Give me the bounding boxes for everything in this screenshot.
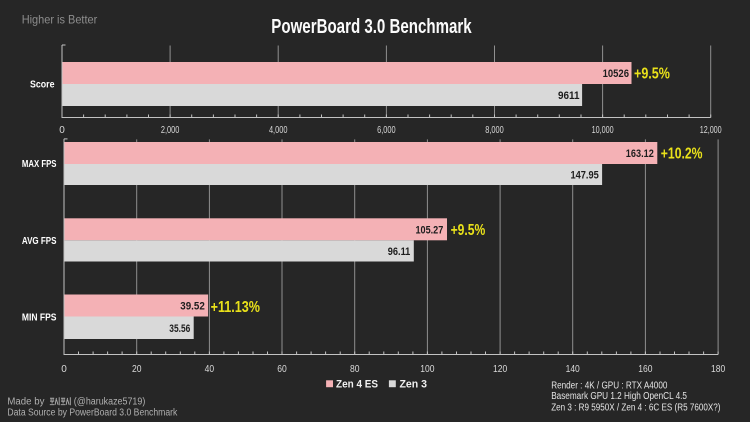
svg-text:140: 140	[566, 364, 581, 375]
svg-text:+9.5%: +9.5%	[634, 66, 670, 83]
svg-text:147.95: 147.95	[571, 170, 599, 182]
svg-text:40: 40	[205, 364, 215, 375]
svg-text:8,000: 8,000	[485, 125, 504, 136]
svg-text:+11.13%: +11.13%	[211, 299, 260, 316]
svg-text:(@harukaze5719): (@harukaze5719)	[74, 397, 146, 408]
svg-text:35.56: 35.56	[169, 323, 190, 335]
svg-text:+9.5%: +9.5%	[451, 222, 486, 239]
svg-text:2,000: 2,000	[161, 125, 180, 136]
svg-text:Higher is Better: Higher is Better	[22, 13, 98, 27]
svg-text:60: 60	[277, 364, 287, 375]
svg-text:MAX FPS: MAX FPS	[22, 158, 57, 170]
svg-text:96.11: 96.11	[388, 246, 411, 258]
svg-text:Data Source by PowerBoard 3.0: Data Source by PowerBoard 3.0 Benchmark	[7, 407, 178, 418]
svg-text:Render : 4K / GPU : RTX A4000: Render : 4K / GPU : RTX A4000	[551, 380, 668, 391]
svg-text:Zen 4 ES: Zen 4 ES	[336, 379, 378, 391]
svg-text:0: 0	[61, 364, 67, 375]
svg-text:6,000: 6,000	[377, 125, 396, 136]
svg-text:9611: 9611	[558, 90, 580, 102]
svg-text:20: 20	[132, 364, 142, 375]
svg-text:Basemark GPU 1.2 High OpenCL 4: Basemark GPU 1.2 High OpenCL 4.5	[551, 391, 687, 402]
svg-text:163.12: 163.12	[626, 148, 654, 160]
svg-text:100: 100	[420, 364, 435, 375]
svg-text:+10.2%: +10.2%	[661, 146, 703, 163]
svg-text:PowerBoard 3.0 Benchmark: PowerBoard 3.0 Benchmark	[271, 16, 472, 38]
svg-text:4,000: 4,000	[269, 125, 288, 136]
svg-text:MIN FPS: MIN FPS	[22, 311, 57, 323]
svg-text:10526: 10526	[603, 68, 629, 80]
svg-text:0: 0	[59, 125, 65, 136]
svg-text:39.52: 39.52	[180, 301, 205, 313]
svg-text:AVG FPS: AVG FPS	[22, 235, 57, 247]
svg-text:160: 160	[638, 364, 653, 375]
svg-text:Made by: Made by	[7, 397, 44, 408]
svg-text:12,000: 12,000	[700, 125, 722, 136]
svg-text:105.27: 105.27	[416, 225, 444, 237]
svg-text:Zen 3 : R9 5950X / Zen 4 : 6C: Zen 3 : R9 5950X / Zen 4 : 6C ES (R5 760…	[551, 402, 720, 413]
svg-text:Zen 3: Zen 3	[400, 379, 428, 391]
svg-text:Score: Score	[30, 79, 55, 91]
svg-text:10,000: 10,000	[592, 125, 614, 136]
svg-text:120: 120	[493, 364, 508, 375]
svg-text:80: 80	[350, 364, 360, 375]
svg-text:180: 180	[711, 364, 726, 375]
